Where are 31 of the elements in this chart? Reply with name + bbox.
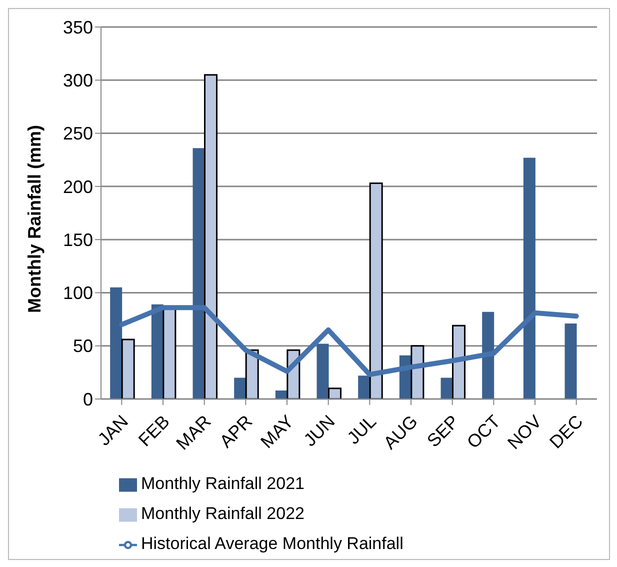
bar xyxy=(234,378,246,399)
bar xyxy=(121,338,135,399)
y-tick-label: 200 xyxy=(62,176,93,197)
bar xyxy=(523,158,536,399)
legend-label: Monthly Rainfall 2021 xyxy=(141,474,304,493)
y-tick-label: 300 xyxy=(62,70,93,91)
bar xyxy=(328,388,342,399)
legend-label: Monthly Rainfall 2022 xyxy=(141,504,304,523)
bar xyxy=(204,74,218,399)
y-axis-title: Monthly Rainfall (mm) xyxy=(24,124,44,313)
bar xyxy=(369,182,383,399)
y-tick-label: 150 xyxy=(62,230,93,250)
bar xyxy=(110,287,122,399)
x-tick-label: JAN xyxy=(94,411,132,450)
y-tick-label: 350 xyxy=(62,17,93,38)
bar xyxy=(482,312,494,399)
y-tick-label: 250 xyxy=(62,124,93,144)
y-tick-label: 50 xyxy=(72,336,93,356)
bar xyxy=(192,148,205,399)
bar xyxy=(358,376,370,399)
y-tick-label: 100 xyxy=(62,283,93,304)
y-tick-label: 0 xyxy=(82,389,93,410)
bar xyxy=(410,345,424,399)
bar xyxy=(564,324,577,399)
x-tick-label: FEB xyxy=(134,411,174,450)
legend-label: Historical Average Monthly Rainfall xyxy=(141,534,404,553)
bar xyxy=(316,344,329,399)
bar xyxy=(440,378,453,399)
x-tick-label: SEP xyxy=(423,411,463,451)
x-tick-label: JUL xyxy=(343,411,380,448)
bar xyxy=(452,324,466,399)
